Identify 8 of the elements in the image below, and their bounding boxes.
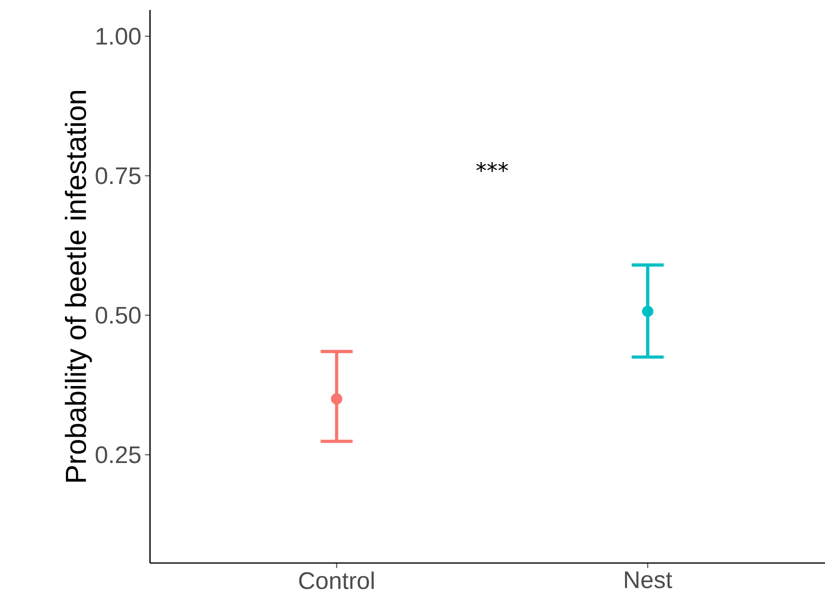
y-tick-label: 0.50 bbox=[96, 306, 141, 324]
x-tick-label: Nest bbox=[625, 572, 672, 588]
y-tick-label: 1.00 bbox=[96, 28, 141, 45]
y-tick-label: 0.75 bbox=[96, 167, 140, 184]
x-tick-label: Control bbox=[299, 572, 374, 590]
y-tick-label: 0.25 bbox=[96, 446, 140, 464]
annotation: *** bbox=[476, 162, 508, 172]
y-axis-title: Probability of beetle infestation bbox=[64, 90, 92, 482]
